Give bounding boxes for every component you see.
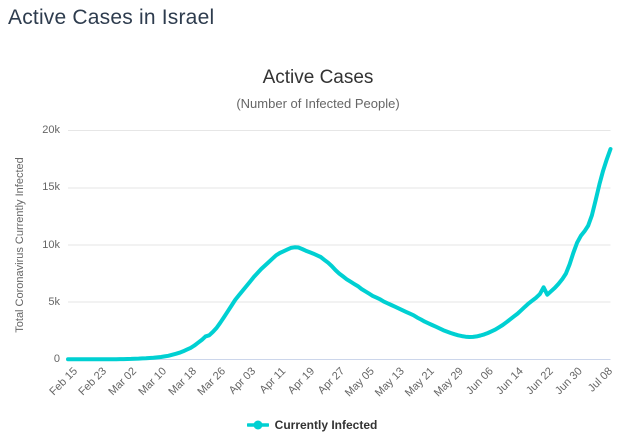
legend-item-currently-infected[interactable]: Currently Infected	[0, 415, 624, 435]
page-title: Active Cases in Israel	[8, 6, 215, 29]
y-tick-label: 5k	[48, 295, 60, 308]
chart-title: Active Cases	[262, 67, 374, 88]
y-tick-label: 20k	[42, 124, 60, 137]
legend-label: Currently Infected	[274, 418, 378, 432]
y-tick-label: 10k	[42, 238, 60, 251]
chart-subtitle: (Number of Infected People)	[236, 96, 400, 111]
y-tick-label: 15k	[42, 181, 60, 194]
series-currently-infected[interactable]	[66, 147, 613, 362]
y-tick-label: 0	[53, 352, 60, 365]
legend-marker-icon	[246, 420, 269, 430]
